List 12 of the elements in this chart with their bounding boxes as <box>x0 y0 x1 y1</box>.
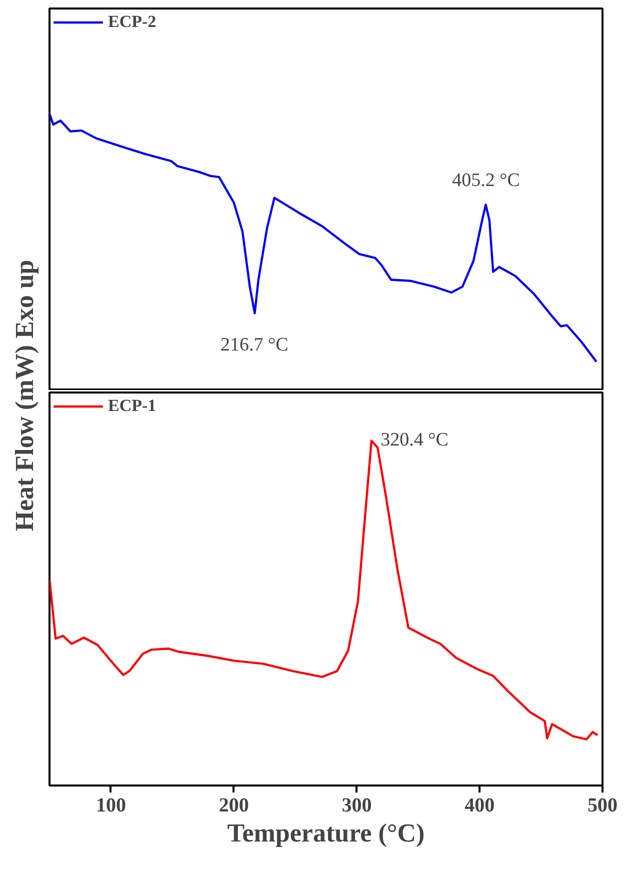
annotation: 320.4 °C <box>380 430 448 450</box>
annotation: 216.7 °C <box>220 334 288 356</box>
x-tick-label: 200 <box>218 794 249 816</box>
x-tick-label: 300 <box>342 794 372 816</box>
x-axis-title: Temperature (°C) <box>227 818 425 848</box>
x-tick-label: 400 <box>464 794 495 816</box>
x-tick-label: 500 <box>588 794 618 816</box>
annotation: 405.2 °C <box>452 170 520 191</box>
x-tick-label: 100 <box>96 794 126 816</box>
legend-label: ECP-2 <box>108 12 156 32</box>
y-axis-title: Heat Flow (mW) Exo up <box>10 260 40 532</box>
legend-label: ECP-1 <box>108 396 156 416</box>
